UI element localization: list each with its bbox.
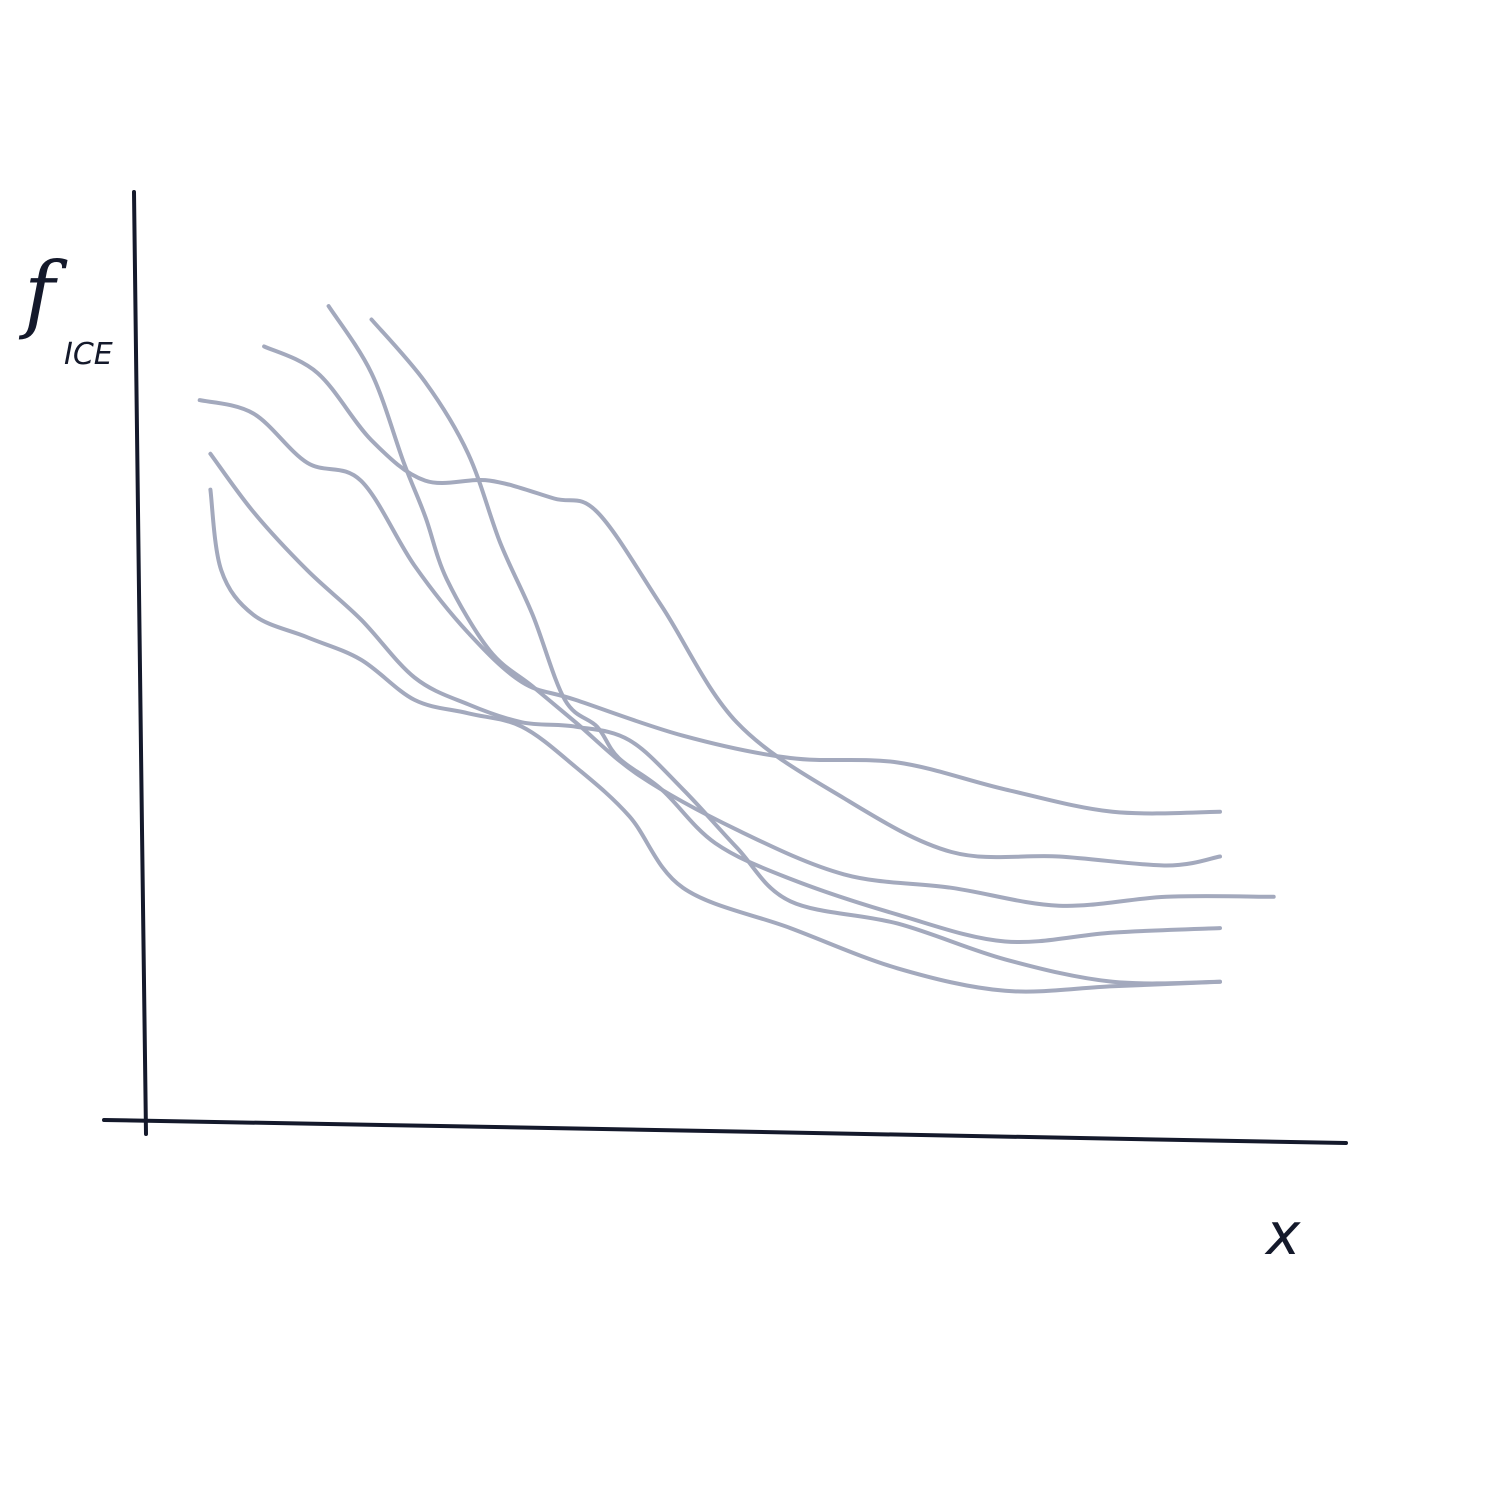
- y-axis-label-subscript: ICE: [64, 337, 113, 372]
- ice-curve-5: [208, 451, 1222, 986]
- ice-curve-3: [326, 304, 1276, 908]
- y-axis: [132, 190, 148, 1136]
- ice-curves: [197, 304, 1276, 994]
- x-axis: [102, 1118, 1348, 1145]
- ice-curve-1: [197, 398, 1222, 816]
- ice-curve-6: [208, 487, 1222, 994]
- ice-curve-4: [369, 317, 1222, 945]
- ice-curve-2: [262, 344, 1222, 868]
- x-axis-label: x: [1264, 1200, 1301, 1268]
- y-axis-label: f: [18, 244, 68, 342]
